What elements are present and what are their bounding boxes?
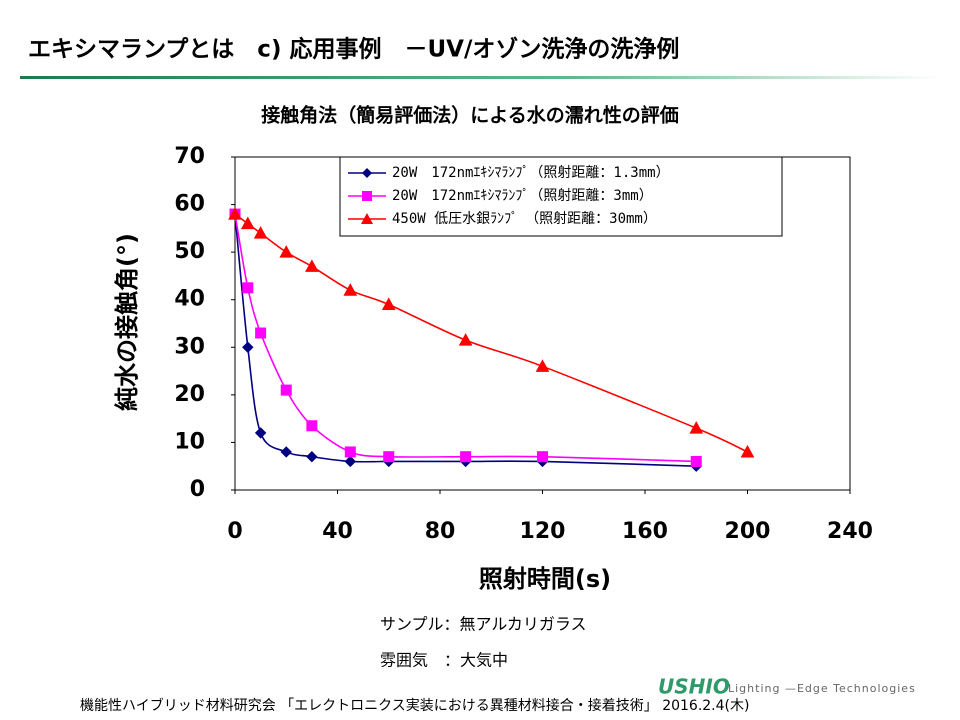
logo-brand: USHIO	[658, 675, 730, 699]
legend-label: 20W 172nmｴｷｼﾏﾗﾝﾌﾟ（照射距離：1.3mm）	[392, 164, 670, 181]
legend-marker	[362, 168, 372, 178]
y-tick-label: 10	[174, 429, 205, 454]
data-point	[689, 421, 704, 434]
data-point	[306, 450, 318, 463]
data-point	[458, 333, 473, 346]
legend-marker	[361, 213, 373, 224]
slide-title: エキシマランプとは c) 応用事例 －UV/オゾン洗浄の洗浄例	[28, 36, 679, 63]
legend-box	[339, 156, 783, 237]
data-point	[280, 384, 292, 396]
data-point	[280, 446, 292, 458]
x-tick-label: 0	[227, 519, 242, 544]
data-point	[343, 283, 358, 296]
note: 雰囲気 ：大気中	[380, 651, 508, 670]
data-point	[253, 226, 268, 239]
y-tick-label: 60	[174, 192, 205, 217]
x-axis-label: 照射時間(s)	[479, 565, 611, 593]
logo-tagline: Lighting —Edge Technologies	[728, 682, 916, 695]
series-line	[234, 214, 697, 468]
x-tick-label: 160	[622, 519, 668, 544]
legend-label: 20W 172nmｴｷｼﾏﾗﾝﾌﾟ（照射距離：3mm）	[392, 187, 653, 204]
x-tick-label: 200	[725, 519, 771, 544]
y-tick-label: 50	[174, 239, 205, 264]
data-point	[305, 259, 319, 272]
data-point	[306, 420, 318, 432]
y-tick-label: 70	[174, 144, 205, 169]
data-point	[690, 455, 702, 467]
data-point	[460, 451, 472, 463]
y-tick-label: 40	[174, 287, 205, 312]
data-point	[344, 446, 356, 458]
data-point	[537, 451, 548, 463]
data-point	[255, 327, 267, 339]
data-point	[381, 297, 396, 310]
data-point	[254, 427, 267, 439]
data-point	[383, 451, 395, 463]
y-tick-label: 0	[190, 477, 205, 502]
x-tick-label: 40	[322, 519, 353, 544]
note: サンプル：無アルカリガラス	[380, 615, 587, 634]
footer: 機能性ハイブリッド材料研究会 「エレクトロニクス実装における異種材料接合・接着技…	[80, 697, 749, 714]
data-point	[242, 341, 254, 353]
legend: 20W 172nmｴｷｼﾏﾗﾝﾌﾟ（照射距離：1.3mm） 20W 172nmｴｷ…	[339, 156, 783, 237]
title-rule	[20, 76, 940, 79]
legend-label: 450W 低圧水銀ﾗﾝﾌﾟ （照射距離：30mm）	[392, 210, 657, 227]
data-point	[242, 282, 254, 294]
data-point	[535, 359, 550, 372]
data-point	[740, 444, 755, 458]
x-tick-label: 120	[520, 519, 566, 544]
data-point	[240, 216, 255, 230]
x-tick-label: 80	[425, 519, 456, 544]
chart-title: 接触角法（簡易評価法）による水の濡れ性の評価	[261, 104, 678, 127]
data-point	[279, 245, 294, 258]
data-point	[228, 207, 242, 220]
y-tick-label: 30	[174, 334, 205, 359]
legend-marker	[362, 191, 372, 201]
data-point	[344, 455, 357, 468]
x-tick-label: 240	[827, 519, 873, 544]
y-axis-label: 純水の接触角(°)	[113, 233, 141, 411]
y-tick-label: 20	[174, 382, 205, 407]
